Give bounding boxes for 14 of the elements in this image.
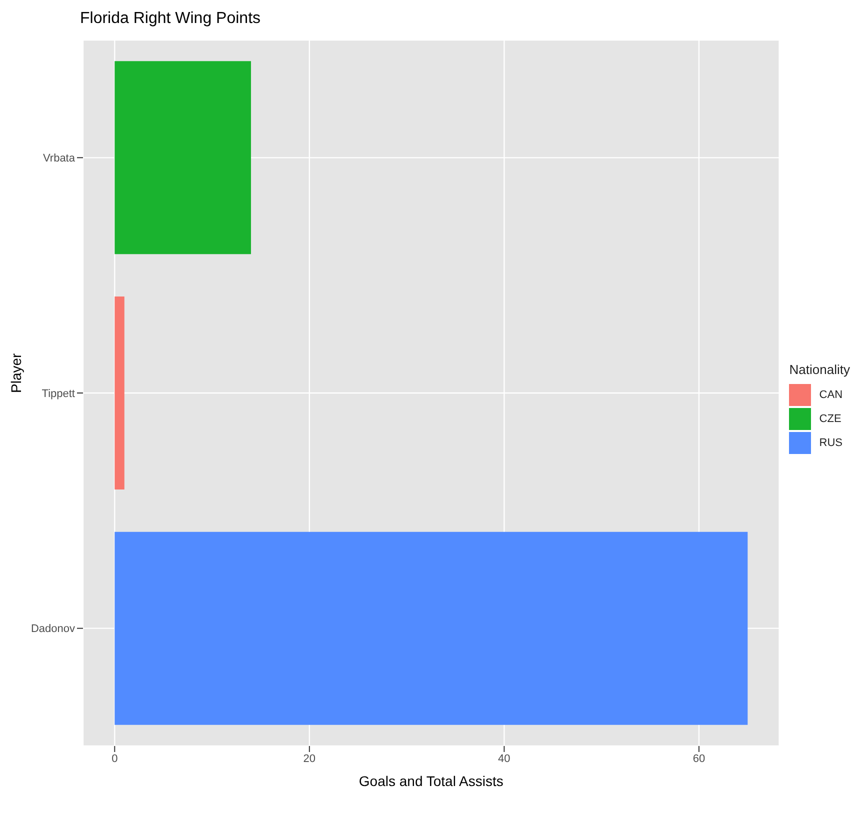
x-tick-label: 20 (303, 752, 316, 765)
x-tick-label: 0 (112, 752, 118, 765)
legend-label: RUS (819, 436, 843, 448)
y-tick-label: Dadonov (30, 623, 76, 636)
legend-title: Nationality (789, 362, 850, 376)
x-tick-label: 40 (498, 752, 510, 765)
x-axis-title: Goals and Total Assists (358, 773, 504, 789)
y-axis-title: Player (8, 352, 24, 393)
x-tick-label: 60 (692, 752, 706, 765)
chart-title: Florida Right Wing Points (80, 10, 261, 28)
legend-label: CAN (819, 388, 843, 400)
legend-label: CZE (819, 412, 842, 424)
y-tick-label: Vrbata (42, 152, 76, 165)
y-tick-label: Tippett (42, 388, 75, 400)
